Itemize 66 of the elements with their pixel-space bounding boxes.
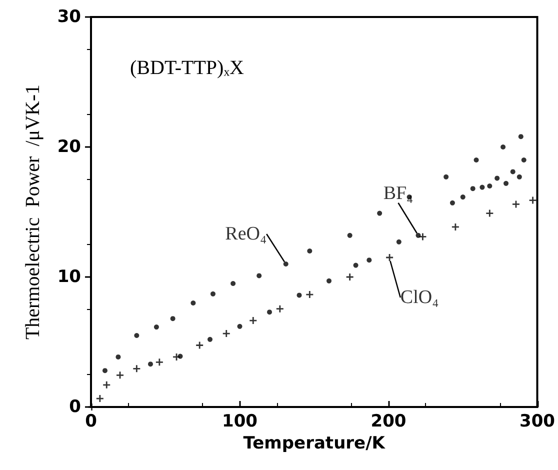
point [353, 262, 358, 268]
point [256, 273, 262, 278]
point [529, 196, 536, 204]
point [518, 134, 524, 140]
point [170, 316, 176, 322]
x-axis-title: Temperature/K [243, 433, 386, 454]
x-tick-label: 200 [370, 412, 406, 432]
y-axis-title: Thermoelectric Power /μVK-1 [22, 84, 44, 340]
point [250, 317, 257, 324]
point [480, 184, 485, 190]
annotation: (BDT-TTP)ₓX [130, 57, 244, 79]
point [500, 144, 506, 150]
series-label: ReO₄ [225, 224, 267, 244]
point [148, 362, 153, 367]
point [276, 305, 284, 312]
point [306, 291, 314, 298]
point [307, 248, 312, 254]
point [450, 200, 455, 206]
point [470, 186, 476, 192]
series-label: BF₄ [383, 182, 414, 204]
y-tick-label: 30 [57, 7, 82, 27]
point [521, 158, 526, 162]
point [116, 372, 124, 379]
point [133, 365, 140, 372]
point [366, 258, 372, 263]
x-tick-label: 300 [520, 412, 556, 432]
y-tick-label: 20 [57, 137, 82, 157]
point [444, 174, 449, 180]
point [347, 232, 352, 238]
point [103, 381, 110, 388]
point [96, 395, 104, 402]
point [504, 180, 509, 186]
x-tick-label: 100 [222, 412, 258, 432]
point [196, 342, 204, 349]
y-tick-label: 10 [57, 267, 82, 287]
point [326, 278, 332, 284]
point [494, 176, 500, 181]
point [452, 223, 459, 230]
point [208, 336, 212, 342]
point [237, 324, 242, 329]
point [486, 210, 494, 217]
point [396, 239, 402, 244]
point [512, 200, 520, 208]
point [377, 210, 382, 216]
point [283, 262, 288, 266]
point [346, 274, 354, 280]
point [116, 354, 121, 360]
point [154, 324, 159, 330]
point [102, 368, 108, 374]
point [460, 194, 466, 200]
point [510, 169, 516, 174]
point [230, 281, 236, 286]
point [474, 158, 479, 162]
point [156, 358, 163, 366]
series-label: ClO₄ [400, 287, 439, 308]
point [487, 184, 492, 188]
point [419, 233, 426, 240]
x-tick-label: 0 [85, 412, 98, 432]
point [296, 292, 302, 298]
point [516, 174, 522, 180]
point [190, 300, 196, 306]
point [134, 333, 140, 338]
point [222, 330, 230, 338]
point [267, 310, 272, 315]
point [210, 291, 216, 296]
y-tick-label: 0 [69, 397, 82, 417]
